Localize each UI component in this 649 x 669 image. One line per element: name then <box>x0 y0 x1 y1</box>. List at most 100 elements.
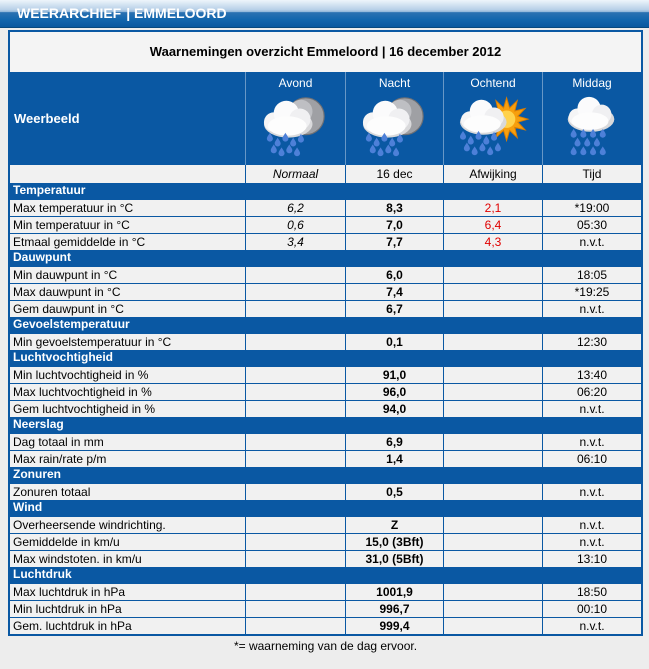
table-row: Etmaal gemiddelde in °C 3,4 7,7 4,3 n.v.t. <box>10 233 641 250</box>
row-label-cell: Max luchtvochtigheid in % <box>10 383 245 400</box>
row-label-cell: Gem. luchtdruk in hPa <box>10 617 245 634</box>
normaal-value-cell <box>245 266 345 283</box>
section-header: Luchtvochtigheid <box>10 350 641 366</box>
tijd-value-cell: 18:05 <box>542 266 641 283</box>
afwijking-value-cell <box>443 483 542 500</box>
tijd-value-cell: 18:50 <box>542 583 641 600</box>
normaal-value-cell <box>245 383 345 400</box>
dag-value-cell: 7,0 <box>345 216 443 233</box>
table-row: Max dauwpunt in °C 7,4 *19:25 <box>10 283 641 300</box>
afwijking-value-cell <box>443 400 542 417</box>
normaal-value-cell: 3,4 <box>245 233 345 250</box>
rain-moon-icon <box>362 97 424 157</box>
tijd-value-cell: n.v.t. <box>542 483 641 500</box>
dag-value-cell: 6,9 <box>345 433 443 450</box>
dag-value-cell: 91,0 <box>345 366 443 383</box>
normaal-value-cell <box>245 300 345 317</box>
dag-value-cell: 6,7 <box>345 300 443 317</box>
daypart-middag: Middag <box>542 72 641 165</box>
afwijking-value-cell <box>443 600 542 617</box>
page-title: Waarnemingen overzicht Emmeloord | 16 de… <box>10 32 641 72</box>
afwijking-value-cell <box>443 366 542 383</box>
afwijking-value-cell <box>443 450 542 467</box>
afwijking-value-cell <box>443 433 542 450</box>
afwijking-value-cell <box>443 516 542 533</box>
dag-value-cell: 96,0 <box>345 383 443 400</box>
dag-value-cell: 8,3 <box>345 199 443 216</box>
normaal-value-cell <box>245 600 345 617</box>
normaal-value-cell <box>245 533 345 550</box>
tijd-value-cell: n.v.t. <box>542 300 641 317</box>
section-header: Temperatuur <box>10 183 641 199</box>
dag-value-cell: Z <box>345 516 443 533</box>
tijd-value-cell: n.v.t. <box>542 433 641 450</box>
sections-body: Temperatuur Max temperatuur in °C 6,2 8,3 2,… <box>10 183 641 634</box>
section-header: Dauwpunt <box>10 250 641 266</box>
tijd-value-cell: 05:30 <box>542 216 641 233</box>
row-label-cell: Max dauwpunt in °C <box>10 283 245 300</box>
column-header-afwijking: Afwijking <box>443 165 542 183</box>
dag-value-cell: 7,7 <box>345 233 443 250</box>
dag-value-cell: 6,0 <box>345 266 443 283</box>
normaal-value-cell <box>245 483 345 500</box>
daypart-avond: Avond <box>245 72 345 165</box>
daypart-label: Avond <box>278 76 313 90</box>
row-label-cell: Min temperatuur in °C <box>10 216 245 233</box>
table-row: Min luchtdruk in hPa 996,7 00:10 <box>10 600 641 617</box>
tijd-value-cell: 13:40 <box>542 366 641 383</box>
row-label-cell: Gem dauwpunt in °C <box>10 300 245 317</box>
afwijking-value-cell <box>443 583 542 600</box>
daypart-ochtend: Ochtend <box>443 72 542 165</box>
tijd-value-cell: 06:20 <box>542 383 641 400</box>
normaal-value-cell <box>245 333 345 350</box>
row-label-cell: Min dauwpunt in °C <box>10 266 245 283</box>
section-header: Neerslag <box>10 417 641 433</box>
app-header: WEERARCHIEF | EMMELOORD <box>0 0 649 28</box>
normaal-value-cell <box>245 283 345 300</box>
afwijking-value-cell: 4,3 <box>443 233 542 250</box>
table-row: Min gevoelstemperatuur in °C 0,1 12:30 <box>10 333 641 350</box>
row-label-cell: Min luchtdruk in hPa <box>10 600 245 617</box>
weather-archive-table: Waarnemingen overzicht Emmeloord | 16 de… <box>8 30 643 636</box>
afwijking-value-cell <box>443 333 542 350</box>
tijd-value-cell: *19:25 <box>542 283 641 300</box>
table-row: Min temperatuur in °C 0,6 7,0 6,4 05:30 <box>10 216 641 233</box>
tijd-value-cell: 00:10 <box>542 600 641 617</box>
normaal-value-cell <box>245 550 345 567</box>
normaal-value-cell: 6,2 <box>245 199 345 216</box>
section-header: Gevoelstemperatuur <box>10 317 641 333</box>
afwijking-value-cell <box>443 617 542 634</box>
column-header-tijd: Tijd <box>542 165 641 183</box>
weerbeeld-label: Weerbeeld <box>14 111 80 126</box>
afwijking-value-cell: 2,1 <box>443 199 542 216</box>
normaal-value-cell <box>245 400 345 417</box>
row-label-cell: Etmaal gemiddelde in °C <box>10 233 245 250</box>
row-label-cell: Max luchtdruk in hPa <box>10 583 245 600</box>
table-row: Max rain/rate p/m 1,4 06:10 <box>10 450 641 467</box>
tijd-value-cell: n.v.t. <box>542 533 641 550</box>
daypart-label: Ochtend <box>470 76 516 90</box>
app-title: WEERARCHIEF <box>17 5 122 21</box>
table-row: Min luchtvochtigheid in % 91,0 13:40 <box>10 366 641 383</box>
row-label-cell: Gem luchtvochtigheid in % <box>10 400 245 417</box>
row-label-cell: Max rain/rate p/m <box>10 450 245 467</box>
daypart-nacht: Nacht <box>345 72 443 165</box>
table-row: Gem. luchtdruk in hPa 999,4 n.v.t. <box>10 617 641 634</box>
table-row: Max temperatuur in °C 6,2 8,3 2,1 *19:00 <box>10 199 641 216</box>
section-header: Wind <box>10 500 641 516</box>
dag-value-cell: 999,4 <box>345 617 443 634</box>
section-header: Luchtdruk <box>10 567 641 583</box>
dag-value-cell: 15,0 (3Bft) <box>345 533 443 550</box>
normaal-value-cell <box>245 366 345 383</box>
table-row: Gem luchtvochtigheid in % 94,0 n.v.t. <box>10 400 641 417</box>
table-row: Max luchtvochtigheid in % 96,0 06:20 <box>10 383 641 400</box>
dag-value-cell: 7,4 <box>345 283 443 300</box>
daypart-label: Middag <box>572 76 612 90</box>
table-row: Max luchtdruk in hPa 1001,9 18:50 <box>10 583 641 600</box>
dag-value-cell: 996,7 <box>345 600 443 617</box>
row-label-cell: Overheersende windrichting. <box>10 516 245 533</box>
tijd-value-cell: n.v.t. <box>542 233 641 250</box>
afwijking-value-cell <box>443 383 542 400</box>
rain-icon <box>567 96 615 156</box>
